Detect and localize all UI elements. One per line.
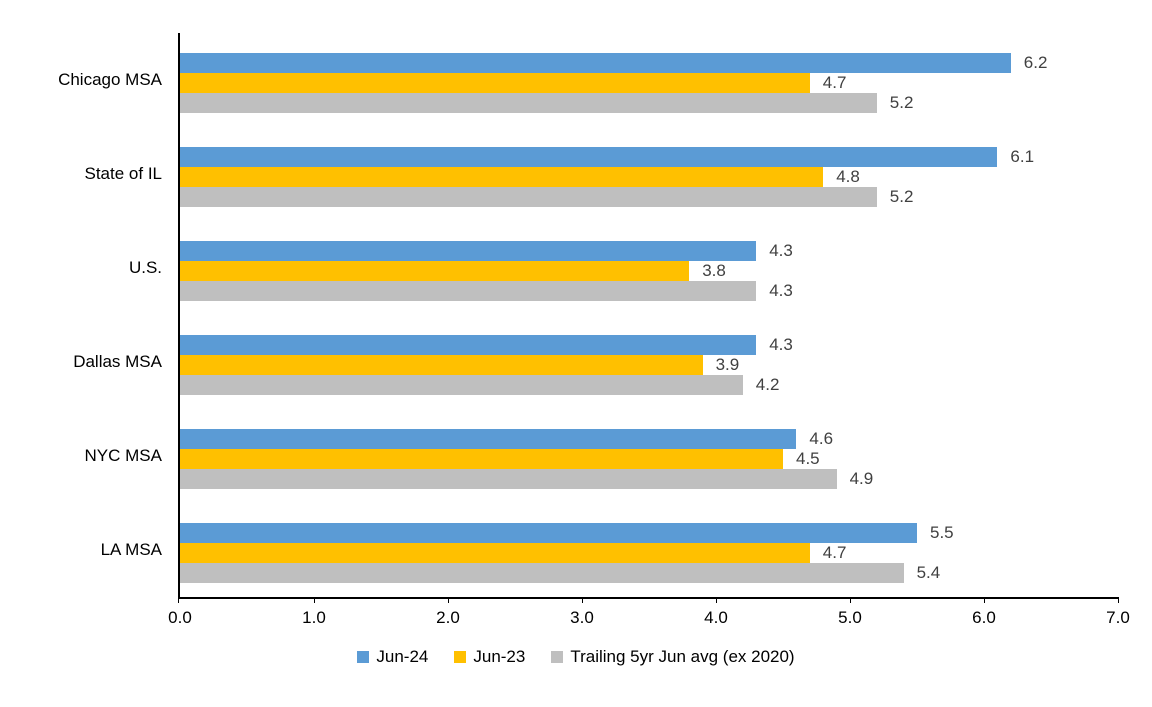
x-tick-mark-0-0 — [178, 597, 179, 603]
bar-trailing-5yr-jun-avg-ex-2020-dallas-msa — [180, 375, 743, 395]
bar-jun-24-nyc-msa — [180, 429, 797, 449]
x-tick-label-1-0: 1.0 — [302, 608, 326, 627]
bar-jun-23-la-msa — [180, 543, 810, 563]
plot-area: 6.2 4.7 5.2 6.1 4.8 5.2 4.3 3.8 4.3 4.3 3.9 4.2 4.6 4… — [178, 33, 1119, 603]
legend-label: Jun-24 — [376, 647, 429, 666]
bar-trailing-5yr-jun-avg-ex-2020-nyc-msa — [180, 469, 837, 489]
data-label-jun-24-nyc-msa: 4.6 — [809, 429, 834, 448]
legend-label: Jun-23 — [473, 647, 526, 666]
bar-jun-23-nyc-msa — [180, 449, 783, 469]
bar-jun-23-state-of-il — [180, 167, 824, 187]
bar-jun-24-chicago-msa — [180, 53, 1011, 73]
x-tick-mark-6-0 — [984, 597, 985, 603]
bar-jun-23-u-s — [180, 261, 690, 281]
x-tick-label-3-0: 3.0 — [570, 608, 594, 627]
bar-trailing-5yr-jun-avg-ex-2020-u-s — [180, 281, 757, 301]
x-axis-line — [178, 597, 1118, 599]
category-label-la-msa: LA MSA — [100, 540, 162, 559]
y-axis-line — [178, 33, 180, 597]
data-label-jun-24-chicago-msa: 6.2 — [1023, 53, 1048, 72]
bar-jun-24-dallas-msa — [180, 335, 757, 355]
bar-trailing-5yr-jun-avg-ex-2020-state-of-il — [180, 187, 877, 207]
x-tick-label-5-0: 5.0 — [838, 608, 862, 627]
legend-swatch-icon — [551, 651, 564, 663]
data-label-trailing-5yr-jun-avg-ex-2020-u-s: 4.3 — [769, 281, 793, 300]
x-tick-label-0-0: 0.0 — [168, 608, 192, 627]
x-tick-mark-2-0 — [448, 597, 449, 603]
data-label-trailing-5yr-jun-avg-ex-2020-chicago-msa: 5.2 — [889, 93, 914, 112]
legend-item-jun-23: Jun-23 — [454, 647, 525, 667]
bar-jun-24-u-s — [180, 241, 757, 261]
category-label-u-s: U.S. — [128, 258, 162, 277]
data-label-jun-24-state-of-il: 6.1 — [1010, 147, 1035, 166]
x-tick-label-7-0: 7.0 — [1106, 608, 1130, 627]
bar-jun-24-la-msa — [180, 523, 917, 543]
data-label-trailing-5yr-jun-avg-ex-2020-nyc-msa: 4.9 — [849, 469, 874, 488]
bar-jun-24-state-of-il — [180, 147, 998, 167]
bar-jun-23-dallas-msa — [180, 355, 703, 375]
x-tick-mark-3-0 — [582, 597, 583, 603]
legend-swatch-icon — [454, 651, 467, 663]
x-tick-label-2-0: 2.0 — [436, 608, 460, 627]
data-label-jun-23-state-of-il: 4.8 — [836, 167, 860, 186]
data-label-jun-24-u-s: 4.3 — [769, 241, 793, 260]
bar-jun-23-chicago-msa — [180, 73, 810, 93]
x-tick-mark-7-0 — [1118, 597, 1119, 603]
data-label-trailing-5yr-jun-avg-ex-2020-dallas-msa: 4.2 — [755, 375, 780, 394]
data-label-jun-23-chicago-msa: 4.7 — [822, 73, 847, 92]
category-label-dallas-msa: Dallas MSA — [73, 352, 162, 371]
data-label-jun-23-la-msa: 4.7 — [822, 543, 847, 562]
x-tick-label-6-0: 6.0 — [972, 608, 996, 627]
data-label-jun-23-u-s: 3.8 — [702, 261, 726, 280]
legend-item-jun-24: Jun-24 — [357, 647, 428, 667]
x-tick-mark-4-0 — [716, 597, 717, 603]
data-label-jun-23-dallas-msa: 3.9 — [715, 355, 740, 374]
category-label-nyc-msa: NYC MSA — [84, 446, 162, 465]
data-label-jun-24-la-msa: 5.5 — [930, 523, 954, 542]
legend-item-trailing-5yr-jun-avg-ex-2020: Trailing 5yr Jun avg (ex 2020) — [551, 647, 795, 667]
data-label-jun-23-nyc-msa: 4.5 — [796, 449, 820, 468]
bar-trailing-5yr-jun-avg-ex-2020-chicago-msa — [180, 93, 877, 113]
category-label-state-of-il: State of IL — [84, 164, 163, 183]
bar-trailing-5yr-jun-avg-ex-2020-la-msa — [180, 563, 904, 583]
x-tick-label-4-0: 4.0 — [704, 608, 728, 627]
data-label-trailing-5yr-jun-avg-ex-2020-la-msa: 5.4 — [916, 563, 941, 582]
legend: Jun-24 Jun-23 Trailing 5yr Jun avg (ex 202… — [0, 647, 1152, 667]
data-label-trailing-5yr-jun-avg-ex-2020-state-of-il: 5.2 — [889, 187, 914, 206]
x-tick-mark-1-0 — [314, 597, 315, 603]
legend-swatch-icon — [357, 651, 370, 663]
x-tick-mark-5-0 — [850, 597, 851, 603]
category-label-chicago-msa: Chicago MSA — [58, 70, 162, 89]
legend-label: Trailing 5yr Jun avg (ex 2020) — [570, 647, 795, 666]
data-label-jun-24-dallas-msa: 4.3 — [769, 335, 793, 354]
